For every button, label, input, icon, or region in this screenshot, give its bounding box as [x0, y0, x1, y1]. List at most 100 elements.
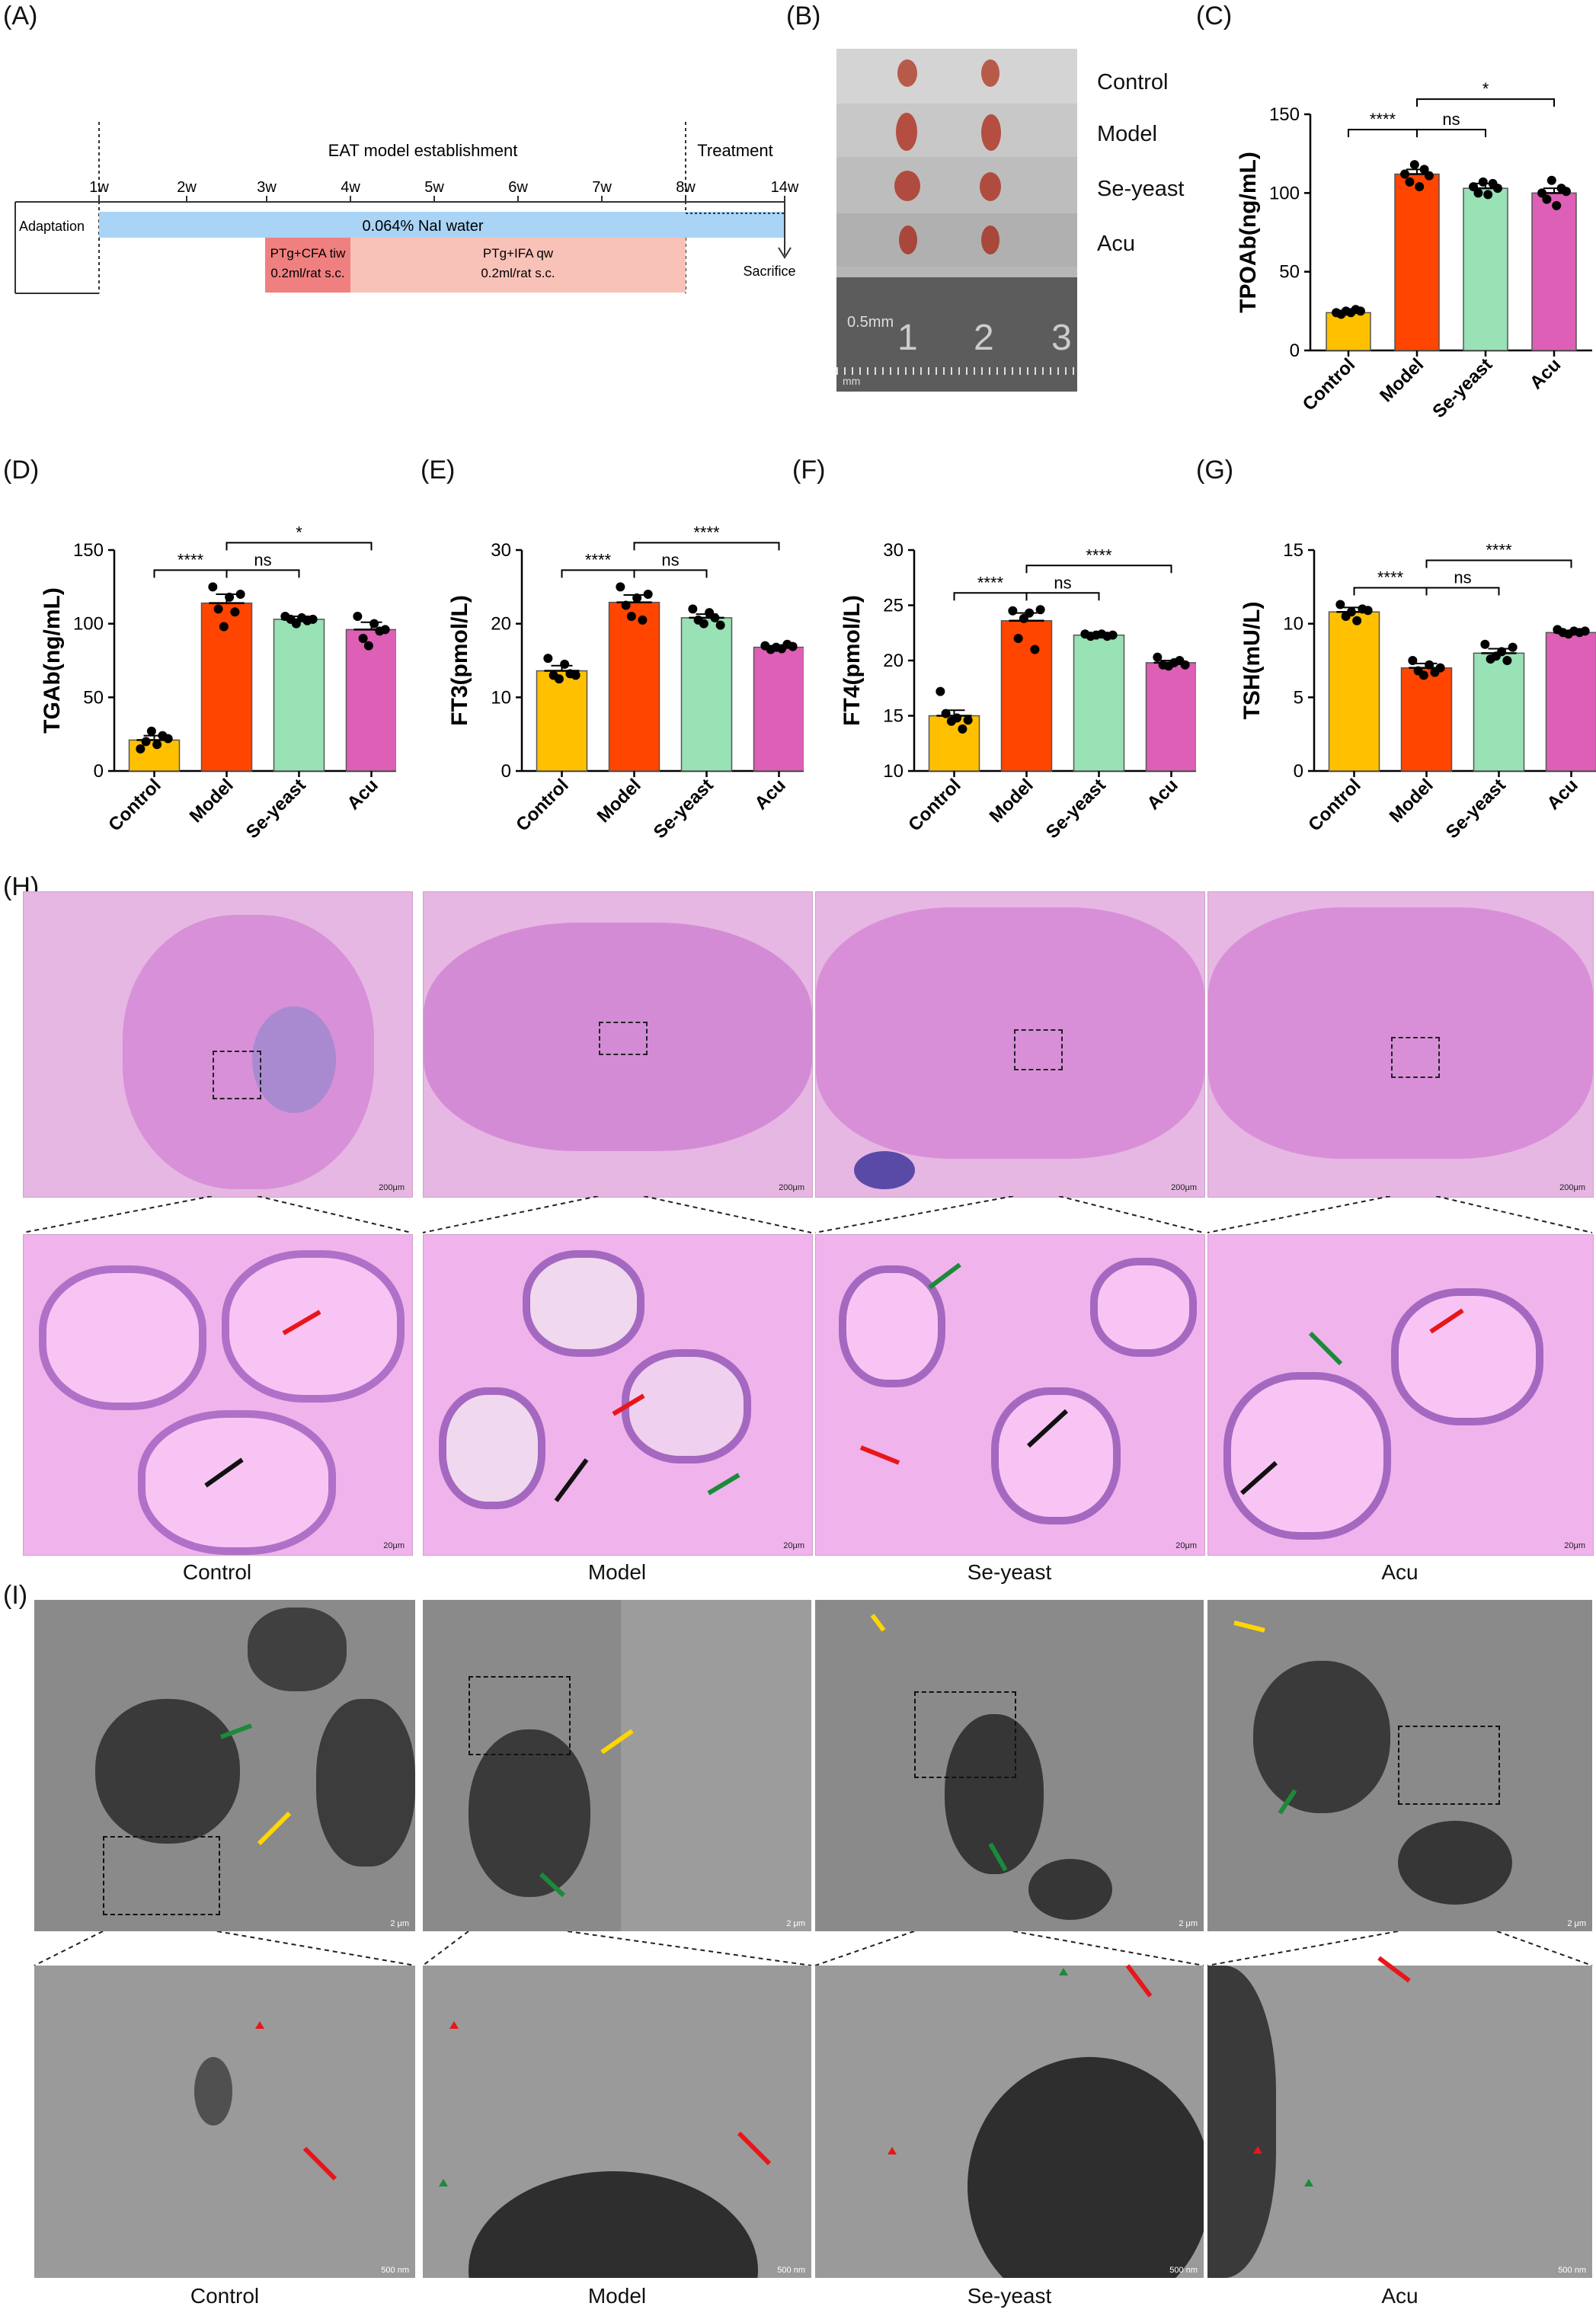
- thyroid-lobe: [899, 226, 917, 254]
- red-arrow: [1125, 1964, 1153, 1998]
- y-axis-label: TPOAb(ng/mL): [1236, 152, 1261, 313]
- green-arrow: [707, 1473, 740, 1495]
- x-tick-label: Acu: [344, 775, 382, 814]
- significance-label: ****: [178, 550, 204, 569]
- data-point: [1508, 642, 1518, 652]
- chart-tpoab: 0 50 100 150 TPOAb(ng/mL) Control Model Se-yeas…: [1236, 79, 1592, 422]
- y-tick-label: 150: [73, 540, 104, 561]
- chart-tsh: 0 5 10 15 TSH(mU/L) Control Model Se-yeast Acu **…: [1239, 540, 1596, 843]
- significance-bracket: [1416, 129, 1486, 138]
- y-axis-label: FT4(pmol/L): [840, 595, 865, 726]
- x-tick-label: Model: [186, 775, 238, 827]
- data-point: [1363, 606, 1373, 616]
- significance-bracket: [1425, 559, 1572, 568]
- chart-ft4: 10 15 20 25 30 FT4(pmol/L) Control Model Se-yeas…: [840, 540, 1196, 843]
- significance-label: ns: [1454, 568, 1471, 587]
- data-point: [543, 654, 553, 664]
- x-tick-label: Control: [1304, 775, 1364, 835]
- y-tick-label: 0: [1290, 341, 1300, 361]
- timeline-diagram: EAT model establishment Treatment 1w 2w 3w…: [14, 122, 799, 294]
- em-caption-model: Model: [587, 2284, 647, 2308]
- photo-label-seyeast: Se-yeast: [1097, 177, 1185, 201]
- x-tick-label: Model: [593, 775, 645, 827]
- significance-bracket: [1025, 565, 1172, 574]
- data-point: [1580, 626, 1590, 636]
- data-point: [1352, 616, 1362, 625]
- sacrifice-label: Sacrifice: [743, 264, 795, 279]
- red-arrowhead-marker: [888, 2147, 897, 2154]
- green-arrow: [219, 1723, 253, 1739]
- y-tick-label: 10: [491, 687, 511, 708]
- cfa-label-1: PTg+CFA tiw: [270, 246, 346, 261]
- green-arrow: [928, 1262, 961, 1290]
- data-point: [554, 674, 564, 684]
- data-point: [1502, 656, 1512, 665]
- panel-label-d: (D): [3, 456, 40, 485]
- significance-label: ****: [1086, 545, 1112, 565]
- data-point: [621, 600, 631, 610]
- data-point: [230, 607, 240, 617]
- data-point: [369, 619, 379, 629]
- black-arrow: [1240, 1460, 1278, 1495]
- ruler-number-3: 3: [1051, 318, 1072, 358]
- data-point: [219, 622, 229, 632]
- photo-label-control: Control: [1097, 70, 1169, 94]
- y-tick-label: 5: [1294, 687, 1303, 708]
- data-point: [1542, 194, 1552, 204]
- y-tick-label: 10: [883, 761, 904, 782]
- histology-low-seyeast: 200μm: [815, 891, 1205, 1198]
- data-point: [1030, 645, 1040, 654]
- data-point: [1478, 177, 1488, 187]
- y-tick-label: 15: [883, 706, 904, 727]
- black-arrow: [554, 1458, 589, 1502]
- panel-label-a: (A): [3, 2, 38, 30]
- green-arrow: [539, 1872, 566, 1898]
- histology-low-model: 200μm: [423, 891, 813, 1198]
- data-point: [1537, 188, 1547, 198]
- em-low-control: 2 μm: [34, 1600, 415, 1931]
- bar: [1326, 312, 1371, 351]
- thyroid-lobe: [980, 172, 1001, 201]
- data-point: [1408, 656, 1418, 665]
- data-point: [1492, 184, 1502, 194]
- significance-label: *: [296, 523, 302, 542]
- scale-label: 500 nm: [777, 2266, 805, 2275]
- significance-bracket: [633, 542, 780, 551]
- data-point: [715, 620, 725, 630]
- data-point: [626, 612, 636, 621]
- significance-bracket: [953, 592, 1028, 601]
- data-point: [1355, 306, 1365, 316]
- yellow-arrow: [1233, 1620, 1265, 1633]
- thyroid-photo: 0.5mm mm 1 2 3: [836, 49, 1077, 392]
- y-axis-label: TSH(mU/L): [1239, 602, 1265, 720]
- thyroid-lobe: [897, 59, 917, 87]
- em-high-control: 500 nm: [34, 1966, 415, 2278]
- scale-label: 20μm: [1564, 1541, 1585, 1550]
- data-point: [699, 619, 708, 629]
- cfa-label-2: 0.2ml/rat s.c.: [270, 266, 344, 280]
- photo-label-acu: Acu: [1097, 232, 1135, 256]
- week-label: 7w: [592, 179, 612, 196]
- data-point: [146, 726, 156, 736]
- black-arrow: [1026, 1409, 1069, 1448]
- panel-label-g: (G): [1196, 456, 1234, 485]
- data-point: [1552, 200, 1562, 210]
- red-arrowhead-marker: [255, 2021, 264, 2029]
- bar: [1145, 662, 1196, 772]
- data-point: [1013, 634, 1023, 643]
- em-caption-control: Control: [190, 2284, 260, 2308]
- ruler-ticks: [836, 367, 1077, 375]
- x-tick-label: Acu: [1543, 775, 1582, 814]
- y-tick-label: 30: [491, 540, 511, 561]
- adaptation-label: Adaptation: [19, 219, 85, 234]
- ruler: 0.5mm mm 1 2 3: [836, 277, 1077, 392]
- data-point: [1409, 160, 1419, 170]
- bar: [200, 602, 253, 772]
- week-label: 5w: [424, 179, 444, 196]
- data-point: [1405, 177, 1415, 187]
- bar: [273, 619, 325, 772]
- x-tick-label: Acu: [751, 775, 790, 814]
- data-point: [353, 612, 363, 621]
- x-tick-label: Se-yeast: [1428, 354, 1496, 422]
- scale-label: 2 μm: [1179, 1919, 1198, 1928]
